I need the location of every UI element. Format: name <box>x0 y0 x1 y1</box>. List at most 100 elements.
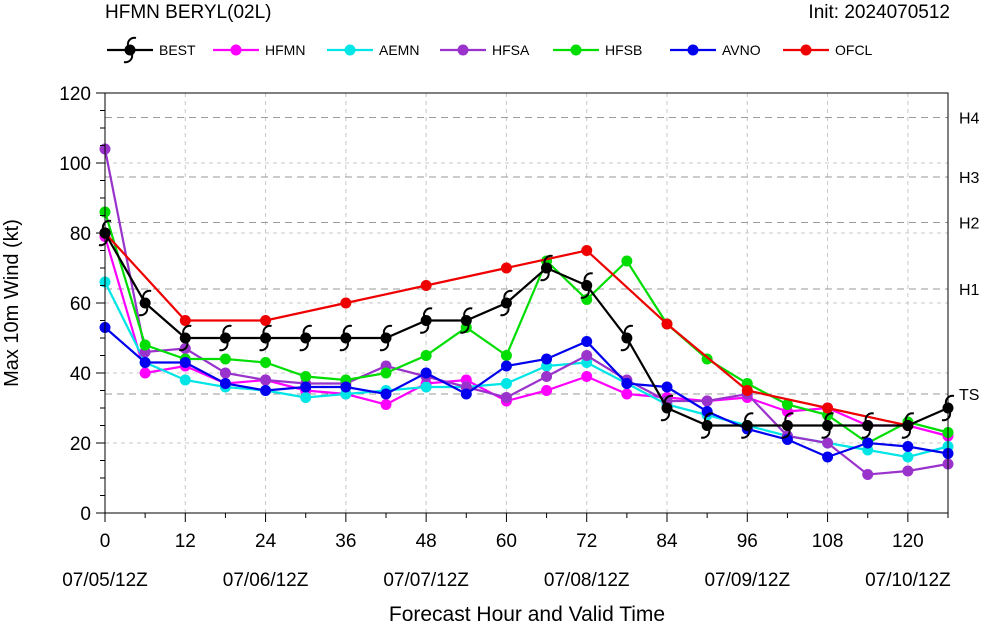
x-date-label: 07/07/12Z <box>383 570 469 591</box>
point-avno <box>862 437 874 449</box>
legend-label-hfsb: HFSB <box>605 42 642 58</box>
legend-marker-hfsb <box>570 44 582 56</box>
y-tick-label: 120 <box>59 84 91 105</box>
hurricane-symbol-arm <box>784 412 794 422</box>
point-best <box>861 412 874 439</box>
hurricane-symbol-arm <box>500 306 510 317</box>
point-ofcl <box>340 297 352 309</box>
x-tick-label: 84 <box>656 531 678 552</box>
point-best <box>660 394 674 422</box>
x-tick-label: 96 <box>737 531 758 552</box>
point-avno <box>340 381 352 393</box>
point-aemn <box>902 451 914 463</box>
x-tick-label: 60 <box>496 531 517 552</box>
point-hfsb <box>500 350 512 361</box>
point-hfsa <box>902 465 914 477</box>
legend-marker-best <box>123 36 137 64</box>
hurricane-symbol-arm <box>142 289 152 300</box>
legend: BEST HFMN AEMN HFSA HFSB AVNO OFCL <box>107 36 873 64</box>
hurricane-symbol-center <box>621 332 633 344</box>
x-tick-label: 108 <box>812 531 844 552</box>
hurricane-symbol-center <box>701 420 713 431</box>
point-best <box>379 324 393 352</box>
hurricane-symbol-center <box>420 315 432 326</box>
hurricane-symbol-center <box>862 420 874 431</box>
series-line-avno <box>104 326 949 459</box>
hurricane-symbol-arm <box>540 271 550 282</box>
hurricane-symbol-arm <box>824 412 834 422</box>
hurricane-symbol-center <box>741 420 753 431</box>
point-best <box>339 324 353 352</box>
hurricane-symbol-center <box>380 332 392 344</box>
x-tick-label: 48 <box>416 531 437 552</box>
point-best <box>741 412 754 439</box>
point-hfsb <box>380 367 392 379</box>
point-hfsb <box>139 339 151 351</box>
hurricane-symbol-center <box>500 297 512 309</box>
hurricane-symbol-arm <box>382 324 393 335</box>
point-avno <box>621 378 633 389</box>
point-hfmn <box>621 388 633 400</box>
point-aemn <box>300 392 312 403</box>
legend-item-hfmn: HFMN <box>213 42 305 58</box>
point-hfmn <box>541 385 553 396</box>
hurricane-symbol-arm <box>460 324 470 334</box>
y-tick-label: 40 <box>70 364 91 385</box>
hurricane-symbol-arm <box>463 307 473 317</box>
point-ofcl <box>822 402 834 414</box>
hurricane-symbol-arm <box>138 306 149 317</box>
hurricane-symbol-arm <box>182 324 192 335</box>
point-hfsa <box>500 392 512 403</box>
hurricane-symbol-arm <box>179 341 189 352</box>
hurricane-symbol-arm <box>299 341 309 352</box>
hurricane-symbol-arm <box>660 411 671 422</box>
point-hfsa <box>822 437 834 449</box>
x-tick-label: 120 <box>892 531 924 552</box>
series-line-hfsa <box>103 148 949 476</box>
legend-label-best: BEST <box>159 42 196 58</box>
point-hfsa <box>541 371 553 382</box>
hurricane-symbol-arm <box>123 53 134 64</box>
legend-item-best: BEST <box>107 36 196 64</box>
point-avno <box>581 336 593 347</box>
hurricane-symbol-center <box>781 420 793 431</box>
hurricane-symbol-arm <box>503 289 513 300</box>
hurricane-symbol-arm <box>741 429 751 439</box>
hurricane-symbol-arm <box>262 324 272 335</box>
point-ofcl <box>260 315 272 326</box>
point-best <box>460 307 473 334</box>
hurricane-symbol-arm <box>259 341 269 352</box>
hurricane-symbol-arm <box>821 429 831 439</box>
hurricane-symbol-center <box>300 332 312 344</box>
point-ofcl <box>661 318 673 330</box>
category-label-h4: H4 <box>959 111 980 128</box>
point-hfsa <box>581 350 593 361</box>
point-avno <box>661 381 673 393</box>
legend-marker-ofcl <box>800 44 812 56</box>
legend-label-ofcl: OFCL <box>835 42 873 58</box>
y-tick-label: 20 <box>70 434 91 455</box>
hurricane-symbol-arm <box>663 394 674 405</box>
hurricane-symbol-arm <box>901 429 911 439</box>
hurricane-symbol-arm <box>126 36 137 47</box>
point-hfsa <box>260 374 272 386</box>
point-hfsa <box>701 395 713 407</box>
y-tick-label: 60 <box>70 294 91 315</box>
point-best <box>700 412 714 439</box>
y-tick-label: 0 <box>80 504 91 525</box>
legend-marker-hfsa <box>457 44 469 56</box>
hurricane-symbol-arm <box>904 412 915 422</box>
hurricane-symbol-center <box>822 420 834 431</box>
point-best <box>419 307 433 334</box>
point-best <box>580 272 593 299</box>
point-avno <box>179 357 191 368</box>
hurricane-symbol-arm <box>543 254 553 265</box>
hurricane-symbol-center <box>340 332 352 344</box>
hurricane-symbol-center <box>541 262 553 274</box>
x-tick-label: 12 <box>175 531 196 552</box>
point-best <box>299 324 312 352</box>
plot-frame <box>104 92 949 514</box>
point-avno <box>300 381 312 393</box>
point-hfsa <box>862 469 874 480</box>
